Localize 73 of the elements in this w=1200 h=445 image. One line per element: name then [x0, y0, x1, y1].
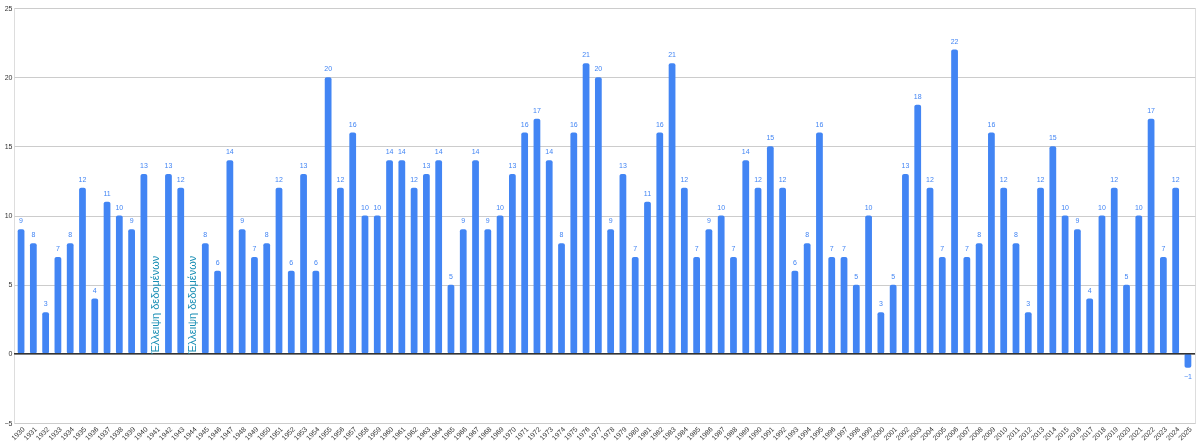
- bar: [1037, 187, 1044, 354]
- bar: [238, 229, 246, 354]
- bar: [1172, 187, 1180, 354]
- bar: [459, 229, 467, 354]
- bar: [386, 160, 393, 354]
- bar: [1024, 312, 1032, 354]
- bar: [263, 243, 271, 354]
- bar: [337, 187, 344, 354]
- bar: [766, 146, 774, 354]
- bar: [963, 257, 971, 354]
- bar: [902, 174, 909, 354]
- bar: [1159, 257, 1167, 354]
- bar: [877, 312, 885, 354]
- bar: [717, 215, 725, 354]
- bar: [42, 312, 50, 354]
- bar: [988, 132, 995, 354]
- bar: [472, 160, 479, 354]
- bar: [644, 201, 651, 354]
- bar: [865, 215, 872, 354]
- bar: [287, 270, 295, 354]
- bar: [607, 229, 615, 354]
- bar: [558, 243, 565, 354]
- bar: [165, 174, 172, 354]
- bar: [251, 257, 258, 354]
- bar: [742, 160, 750, 354]
- bar: [29, 243, 37, 354]
- bar: [324, 77, 332, 354]
- bar: [312, 270, 320, 354]
- bar: [693, 257, 700, 354]
- bar: [398, 160, 406, 354]
- bar: [730, 257, 737, 354]
- bar: [1049, 146, 1057, 354]
- bar: [1123, 284, 1130, 354]
- bar: [938, 257, 946, 354]
- bar: [349, 132, 357, 354]
- annotation: Έλλειψη δεδομένων: [149, 255, 162, 355]
- bar: [177, 187, 185, 354]
- bar: [484, 229, 492, 354]
- bar: [435, 160, 443, 354]
- bar: [521, 132, 529, 354]
- annotation: Έλλειψη δεδομένων: [186, 255, 199, 355]
- bar: [852, 284, 860, 354]
- bar: [66, 243, 74, 354]
- bar: [779, 187, 786, 354]
- bar: [300, 174, 307, 354]
- bar: [201, 243, 209, 354]
- bar: [128, 229, 135, 354]
- bar: [889, 284, 897, 354]
- bar: [1110, 187, 1118, 354]
- bar: [1074, 229, 1081, 354]
- bar: [1086, 298, 1094, 354]
- bar: [975, 243, 983, 354]
- bar: [570, 132, 578, 354]
- bar: [803, 243, 811, 354]
- bar: [828, 257, 836, 354]
- bar: [79, 187, 86, 354]
- bar: [214, 270, 221, 354]
- bar: [1000, 187, 1008, 354]
- bar: [115, 215, 123, 354]
- bar: [631, 257, 639, 354]
- bar: [951, 49, 958, 354]
- bar: [816, 132, 823, 354]
- bar: [373, 215, 381, 354]
- bar: [656, 132, 664, 354]
- bar: [594, 77, 602, 354]
- bar: [509, 174, 516, 354]
- bar: [545, 160, 553, 354]
- bar: [914, 104, 922, 354]
- bar: [680, 187, 688, 354]
- bar: [226, 160, 234, 354]
- bar: [1135, 215, 1143, 354]
- bar: [423, 174, 430, 354]
- bar: [91, 298, 99, 354]
